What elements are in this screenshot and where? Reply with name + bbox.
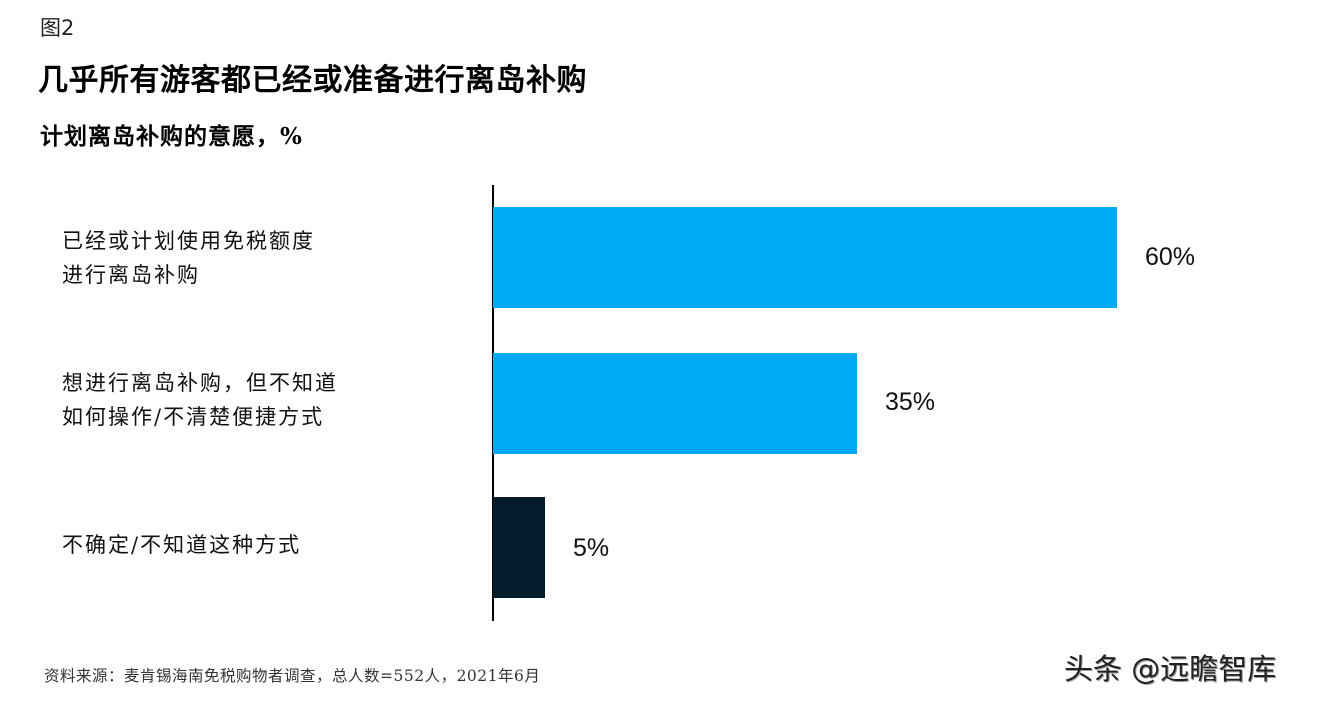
figure-label: 图2 [40,16,75,40]
value-label-1: 60% [1145,243,1196,271]
chart-title: 几乎所有游客都已经或准备进行离岛补购 [38,63,587,98]
source-note: 资料来源：麦肯锡海南免税购物者调查，总人数=552人，2021年6月 [44,667,541,685]
bar-planned-purchase [493,207,1117,308]
category-label-3: 不确定/不知道这种方式 [62,533,302,557]
bar-want-but-unsure [493,353,857,454]
chart-subtitle: 计划离岛补购的意愿，% [40,123,303,150]
bar-uncertain [493,497,545,598]
value-label-2: 35% [885,388,936,416]
value-label-3: 5% [573,534,610,562]
category-label-1: 已经或计划使用免税额度 进行离岛补购 [62,229,315,287]
y-axis-line [492,185,494,621]
category-label-2: 想进行离岛补购，但不知道 如何操作/不清楚便捷方式 [62,371,338,429]
watermark: 头条 @远瞻智库 [1064,652,1277,686]
